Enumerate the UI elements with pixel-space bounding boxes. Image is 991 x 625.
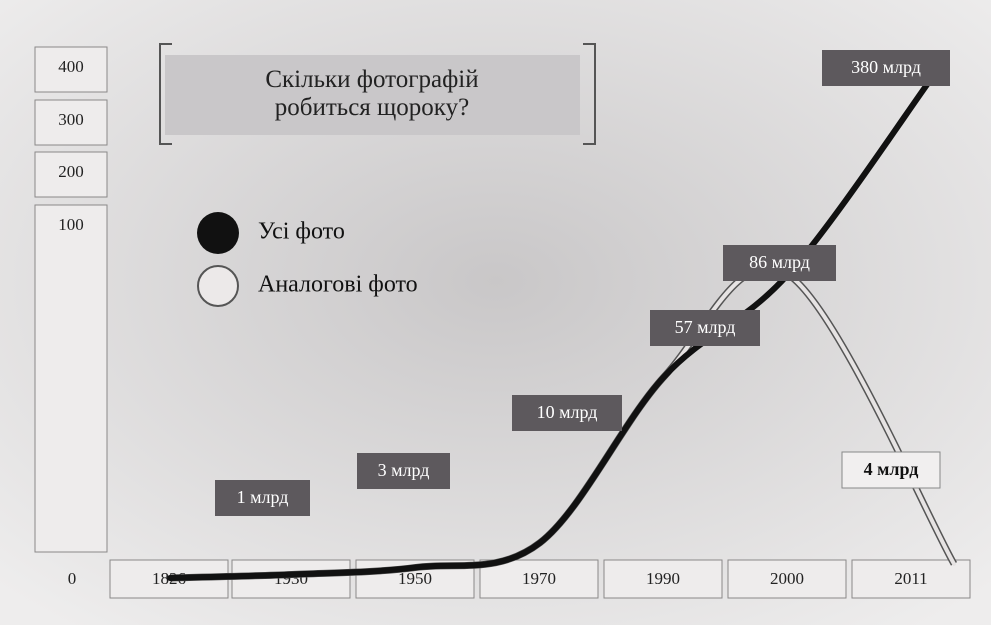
value-label: 10 млрд — [537, 402, 598, 422]
value-label: 86 млрд — [749, 252, 810, 272]
legend-swatch — [198, 266, 238, 306]
title-line: Скільки фотографій — [265, 66, 478, 93]
y-tick-box — [35, 205, 107, 552]
y-tick-label: 0 — [68, 569, 77, 588]
value-label: 380 млрд — [851, 57, 921, 77]
x-tick-label: 1970 — [522, 569, 556, 588]
legend-label: Усі фото — [258, 219, 345, 245]
x-tick-label: 2000 — [770, 569, 804, 588]
x-tick-label: 1990 — [646, 569, 680, 588]
value-label: 1 млрд — [237, 487, 289, 507]
y-tick-label: 400 — [58, 57, 84, 76]
value-label: 4 млрд — [864, 459, 919, 479]
y-tick-label: 300 — [58, 110, 84, 129]
legend-swatch — [197, 212, 239, 254]
title-line: робиться щороку? — [275, 94, 469, 121]
y-tick-label: 100 — [58, 215, 84, 234]
chart: Скільки фотографійробиться щороку? Усі ф… — [0, 0, 991, 625]
legend-label: Аналогові фото — [258, 272, 418, 298]
x-tick-label: 2011 — [894, 569, 927, 588]
value-label: 57 млрд — [675, 317, 736, 337]
y-tick-label: 200 — [58, 162, 84, 181]
value-label: 3 млрд — [378, 460, 430, 480]
